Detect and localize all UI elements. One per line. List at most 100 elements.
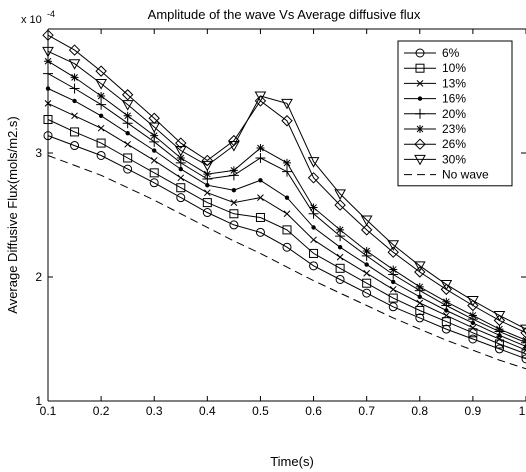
- data-point: [362, 288, 372, 298]
- data-point: [255, 212, 265, 222]
- data-point: [70, 73, 79, 82]
- data-point: [202, 208, 212, 218]
- data-point: [176, 153, 185, 162]
- data-point: [255, 152, 266, 163]
- legend-marker: [416, 125, 424, 133]
- data-point: [364, 262, 369, 267]
- series-10-: [43, 115, 526, 359]
- series-13-: [44, 100, 526, 354]
- data-point: [467, 296, 479, 307]
- data-point: [363, 269, 371, 277]
- legend-label: 13%: [442, 76, 466, 90]
- data-point: [178, 166, 183, 172]
- data-point: [254, 91, 267, 102]
- data-point: [283, 210, 291, 218]
- data-point: [311, 225, 316, 230]
- series-line: [47, 135, 526, 360]
- data-point: [415, 282, 424, 291]
- data-point: [149, 168, 159, 178]
- legend-marker: [415, 63, 425, 73]
- series-layer: [42, 29, 526, 370]
- x-tick-label: 0.1: [40, 404, 57, 418]
- legend-item: 16%: [404, 92, 466, 106]
- legend-label: 26%: [442, 137, 466, 151]
- data-point: [283, 158, 291, 167]
- data-point: [70, 141, 80, 151]
- data-point: [150, 157, 158, 164]
- data-point: [309, 203, 318, 212]
- data-point: [360, 224, 373, 236]
- data-point: [360, 215, 373, 226]
- data-point: [469, 324, 477, 332]
- data-point: [414, 266, 426, 278]
- y-exponent-power: -4: [47, 9, 55, 19]
- data-point: [494, 339, 504, 349]
- data-point: [335, 263, 345, 273]
- data-point: [281, 115, 293, 127]
- data-point: [201, 160, 214, 172]
- data-point: [150, 131, 159, 140]
- series-line: [47, 155, 526, 370]
- data-point: [177, 174, 185, 182]
- legend-item: 20%: [404, 107, 466, 121]
- legend-item: 30%: [404, 152, 466, 166]
- x-tick-label: 0.5: [252, 404, 269, 418]
- series-no-wave: [47, 155, 526, 370]
- data-point: [174, 146, 187, 157]
- data-point: [43, 68, 53, 79]
- data-point: [98, 113, 104, 119]
- legend-marker: [414, 138, 426, 150]
- series-line: [47, 50, 526, 330]
- data-point: [494, 344, 504, 354]
- data-point: [257, 194, 264, 201]
- data-point: [95, 79, 107, 90]
- data-point: [415, 305, 425, 315]
- y-tick-label: 3: [35, 146, 42, 160]
- data-point: [70, 127, 80, 137]
- data-point: [231, 188, 237, 193]
- data-point: [121, 100, 134, 111]
- data-point: [389, 265, 398, 274]
- data-point: [96, 138, 106, 148]
- data-point: [71, 112, 78, 120]
- data-point: [417, 294, 422, 300]
- data-point: [254, 95, 267, 107]
- legend-label: 30%: [442, 152, 466, 166]
- x-tick-label: 0.9: [465, 404, 482, 418]
- data-point: [176, 183, 186, 193]
- data-point: [495, 325, 504, 334]
- legend: 6%10%13% 16%20%23%26%30% No wave: [397, 40, 513, 187]
- data-point: [281, 98, 293, 110]
- data-point: [468, 334, 478, 344]
- data-point: [121, 89, 134, 101]
- data-point: [97, 91, 106, 100]
- data-point: [362, 278, 372, 288]
- x-axis-label: Time(s): [270, 454, 314, 469]
- legend-item: 26%: [404, 137, 466, 151]
- y-tick-label: 1: [35, 394, 42, 408]
- data-point: [334, 199, 346, 211]
- legend-marker: [417, 96, 423, 101]
- data-point: [255, 227, 265, 237]
- data-point: [521, 337, 526, 348]
- legend-item: No wave: [404, 168, 489, 182]
- data-point: [44, 100, 52, 107]
- data-point: [203, 170, 212, 179]
- data-point: [387, 246, 399, 258]
- legend-marker: [416, 80, 424, 87]
- axes: 0.1 0.2 0.3 0.4 0.5 0.6 0.7 0.8 0.9 1 1 2 3: [35, 28, 526, 418]
- data-point: [125, 130, 130, 136]
- data-point: [124, 140, 132, 148]
- data-point: [309, 248, 319, 258]
- series-30-: [42, 46, 526, 336]
- data-point: [441, 324, 451, 334]
- data-point: [387, 240, 400, 251]
- x-tick-label: 0.3: [146, 404, 163, 418]
- data-point: [230, 199, 238, 206]
- data-point: [149, 178, 159, 188]
- data-point: [123, 153, 133, 163]
- data-point: [258, 178, 263, 183]
- data-point: [42, 29, 54, 41]
- data-point: [521, 354, 526, 364]
